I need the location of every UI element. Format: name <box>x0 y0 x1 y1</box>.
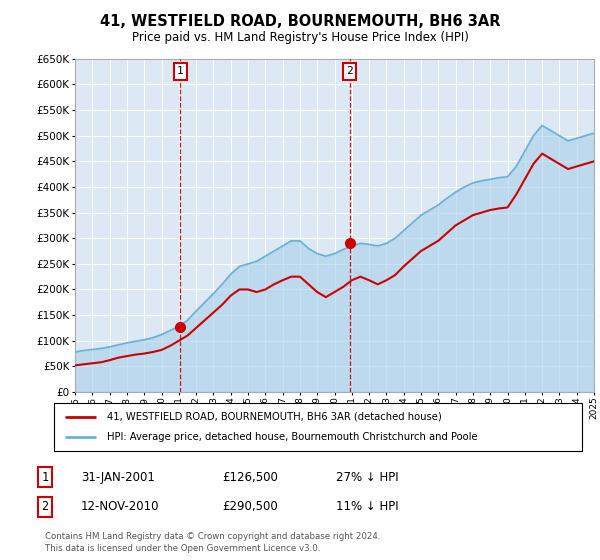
Text: 11% ↓ HPI: 11% ↓ HPI <box>336 500 398 514</box>
Text: 27% ↓ HPI: 27% ↓ HPI <box>336 470 398 484</box>
Text: £126,500: £126,500 <box>222 470 278 484</box>
Text: 1: 1 <box>41 470 49 484</box>
Text: Price paid vs. HM Land Registry's House Price Index (HPI): Price paid vs. HM Land Registry's House … <box>131 31 469 44</box>
Text: 2: 2 <box>346 67 353 77</box>
Text: 41, WESTFIELD ROAD, BOURNEMOUTH, BH6 3AR (detached house): 41, WESTFIELD ROAD, BOURNEMOUTH, BH6 3AR… <box>107 412 442 422</box>
Text: £290,500: £290,500 <box>222 500 278 514</box>
Text: Contains HM Land Registry data © Crown copyright and database right 2024.
This d: Contains HM Land Registry data © Crown c… <box>45 533 380 553</box>
Text: HPI: Average price, detached house, Bournemouth Christchurch and Poole: HPI: Average price, detached house, Bour… <box>107 432 478 442</box>
Text: 1: 1 <box>177 67 184 77</box>
Text: 12-NOV-2010: 12-NOV-2010 <box>81 500 160 514</box>
Text: 41, WESTFIELD ROAD, BOURNEMOUTH, BH6 3AR: 41, WESTFIELD ROAD, BOURNEMOUTH, BH6 3AR <box>100 14 500 29</box>
Text: 2: 2 <box>41 500 49 514</box>
Text: 31-JAN-2001: 31-JAN-2001 <box>81 470 155 484</box>
